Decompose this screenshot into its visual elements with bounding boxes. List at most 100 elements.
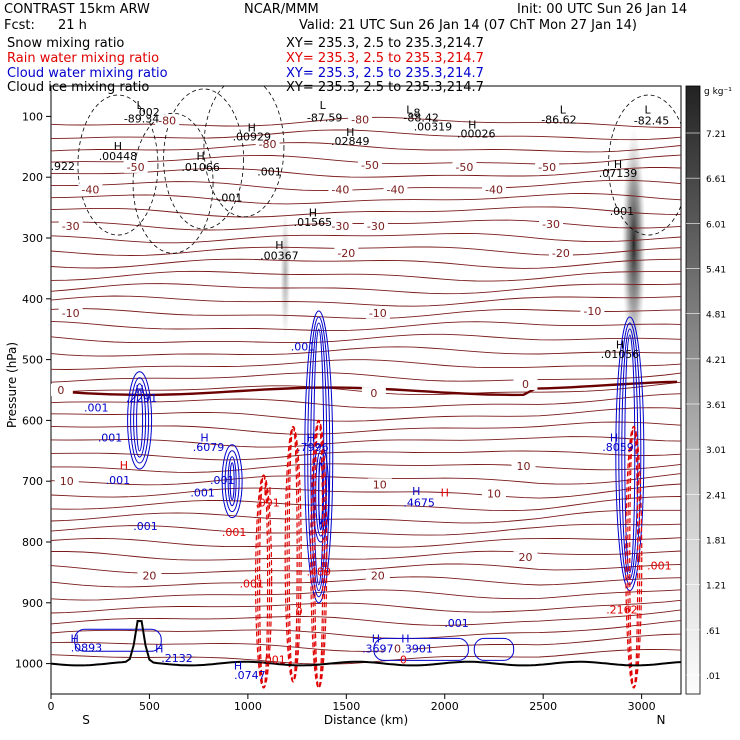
colorbar-label: 4.21: [706, 356, 726, 366]
isotherm: [51, 550, 681, 561]
isotherm-label-bg: [155, 114, 180, 127]
isotherm-label-bg: [51, 384, 73, 397]
field-extremum-label: -89.34: [124, 112, 159, 125]
isotherm: [51, 167, 681, 178]
x-axis: 0 500 1000 1500 2000 2500 3000 Distance (km) S…: [48, 694, 666, 727]
field-extremum-label: .01056: [601, 348, 640, 361]
field-extremum-label: .922: [51, 160, 76, 173]
field-extremum-label: .7996: [297, 441, 329, 454]
isotherm-label-bg: [513, 377, 538, 390]
isotherm-label: -30: [331, 220, 349, 233]
isotherm-label-bg: [348, 113, 373, 126]
isotherm-label-bg: [54, 475, 79, 488]
isotherm: [51, 295, 681, 307]
isotherm-label: -20: [337, 247, 355, 260]
isotherm-label-bg: [78, 183, 103, 196]
cloud-water-contour: [473, 637, 515, 661]
isotherm: [51, 537, 681, 548]
field-extremum-label: L: [320, 99, 327, 112]
field-extremum-label: .001: [444, 617, 469, 630]
isotherm-label: -50: [127, 161, 145, 174]
cloud-water-contour: [373, 637, 469, 661]
y-tick-label: 1000: [15, 658, 43, 671]
isotherm: [51, 346, 681, 357]
field-labels: L.002-89.34L-87.59L.8-88.42.00319 H.00026…: [51, 99, 672, 682]
isotherm-label-bg: [363, 219, 388, 232]
field-extremum-label: H: [401, 632, 409, 645]
cloud-water-contour: [227, 456, 237, 507]
field-extremum-label: H: [70, 632, 78, 645]
isotherm-label: -10: [369, 307, 387, 320]
isotherm: [51, 483, 681, 499]
temperature-labels: -80 -80 -80 -50 -50 -50 -50 -40 -40 -40 -40 -30 -30 -…: [51, 113, 605, 655]
colorbar-labels: 7.21 6.61 6.01 5.41 4.81 4.21 3.61 3.01 2.41 1.81…: [686, 130, 726, 682]
field-extremum-label: .4675: [403, 497, 435, 510]
isotherm: [51, 599, 681, 614]
field-extremum-label: .001: [647, 559, 672, 572]
y-tick-label: 800: [22, 536, 43, 549]
field-extremum-label: H: [309, 207, 317, 220]
isotherm-label: -30: [542, 218, 560, 231]
y-tick-label: 700: [22, 475, 43, 488]
isotherm-label-bg: [481, 183, 506, 196]
field-name-cloud-water: Cloud water mixing ratio: [7, 66, 168, 81]
field-extremum-label: -86.62: [541, 114, 576, 127]
x-tick-labels: 0 500 1000 1500 2000 2500 3000: [48, 694, 656, 713]
isotherm: [51, 246, 681, 256]
field-name-snow: Snow mixing ratio: [7, 36, 125, 51]
field-extremum-label: .01066: [181, 161, 220, 174]
isotherm-label-bg: [367, 478, 392, 491]
field-extremum-label: -82.45: [634, 114, 669, 127]
field-extremum-label: .0893: [71, 641, 103, 654]
x-tick-label: 2500: [529, 700, 557, 713]
isotherm: [51, 179, 681, 192]
isotherm: [51, 496, 681, 512]
isotherm-label-bg: [383, 183, 408, 196]
isotherm-label-bg: [535, 160, 560, 173]
isotherm-label: 20: [518, 551, 532, 564]
isotherm-label: 10: [517, 460, 531, 473]
terrain-line: [51, 619, 681, 667]
isotherm-label-bg: [255, 137, 280, 150]
colorbar-label: 5.41: [706, 266, 726, 276]
x-tick-label: 2000: [431, 700, 459, 713]
field-extremum-label: .0747: [234, 669, 266, 682]
cloud-ice-contour: [132, 112, 214, 254]
colorbar: 7.21 6.61 6.01 5.41 4.81 4.21 3.61 3.01 2.41 1.81…: [685, 85, 732, 695]
isotherm: [51, 407, 681, 422]
field-extremum-label: -87.59: [307, 111, 342, 124]
field-extremum-label: L: [560, 103, 567, 116]
isotherm-label-bg: [365, 569, 390, 582]
field-extremum-label: .001: [106, 474, 131, 487]
field-extremum-label: .001: [222, 526, 247, 539]
isotherm: [51, 509, 681, 524]
field-extremum-label: H: [135, 383, 143, 396]
field-extremum-label: .001: [210, 474, 235, 487]
isotherm-label-bg: [137, 569, 162, 582]
x-end-label-south: S: [82, 713, 90, 727]
isotherm-label-bg: [481, 487, 506, 500]
isotherm-label: -10: [62, 307, 80, 320]
field-extremum-label: .001: [133, 520, 158, 533]
cloud-ice-contour: [608, 94, 681, 236]
isotherm-label: -40: [387, 183, 405, 196]
field-extremum-label: H: [234, 660, 242, 673]
isotherm-label-bg: [548, 247, 573, 260]
plot-area: -80 -80 -80 -50 -50 -50 -50 -40 -40 -40 -40 -30 -30 -…: [50, 85, 682, 695]
cloud-water-contour: [133, 383, 147, 458]
isotherm: [51, 421, 681, 435]
field-extremum-label: H: [307, 432, 315, 445]
isotherm: [51, 283, 681, 295]
isotherm: [51, 372, 681, 383]
field-extremum-label: .001: [261, 654, 286, 667]
x-end-label-north: N: [657, 713, 666, 727]
isotherm-label-bg: [334, 247, 359, 260]
model-title: CONTRAST 15km ARW: [4, 2, 150, 17]
y-tick-label: 400: [22, 293, 43, 306]
field-extremum-label: .6079: [193, 441, 225, 454]
isotherm-label: 10: [373, 478, 387, 491]
isotherm: [51, 589, 681, 601]
isotherm-label: 0: [370, 387, 377, 400]
fcst-value: 21 h: [58, 18, 87, 33]
rain-contour: [286, 425, 300, 683]
